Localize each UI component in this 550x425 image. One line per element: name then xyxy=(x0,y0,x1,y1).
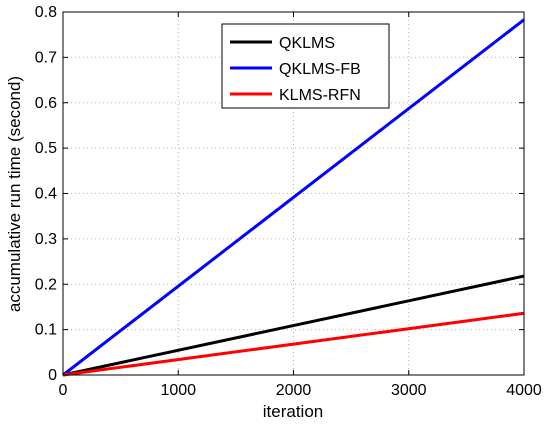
x-tick-label: 3000 xyxy=(391,382,427,399)
y-tick-label: 0.4 xyxy=(35,186,57,203)
legend-label: KLMS-RFN xyxy=(279,87,361,104)
y-tick-label: 0.8 xyxy=(35,4,57,21)
x-tick-labels: 0 1000 2000 3000 4000 xyxy=(59,382,542,399)
legend: QKLMS QKLMS-FB KLMS-RFN xyxy=(221,23,390,109)
legend-label: QKLMS-FB xyxy=(279,61,361,78)
y-tick-label: 0.2 xyxy=(35,276,57,293)
y-tick-label: 0.5 xyxy=(35,140,57,157)
y-tick-label: 0.1 xyxy=(35,322,57,339)
legend-label: QKLMS xyxy=(279,35,335,52)
grid xyxy=(63,12,524,375)
x-tick-label: 2000 xyxy=(276,382,312,399)
y-axis-label: accumulative run time (second) xyxy=(5,76,24,312)
x-tick-label: 1000 xyxy=(160,382,196,399)
x-axis-label: iteration xyxy=(263,402,323,421)
x-tick-label: 0 xyxy=(59,382,68,399)
y-tick-label: 0.7 xyxy=(35,49,57,66)
series-lines xyxy=(62,18,525,377)
ticks xyxy=(62,11,525,376)
y-tick-label: 0 xyxy=(48,367,57,384)
y-tick-labels: 0 0.1 0.2 0.3 0.4 0.5 0.6 0.7 0.8 xyxy=(35,4,57,384)
series-line-qklms xyxy=(62,274,525,377)
y-tick-label: 0.3 xyxy=(35,231,57,248)
series-line-qklms-fb xyxy=(62,18,525,377)
y-tick-label: 0.6 xyxy=(35,95,57,112)
series-line-klms-rfn xyxy=(62,311,525,377)
x-tick-label: 4000 xyxy=(506,382,542,399)
